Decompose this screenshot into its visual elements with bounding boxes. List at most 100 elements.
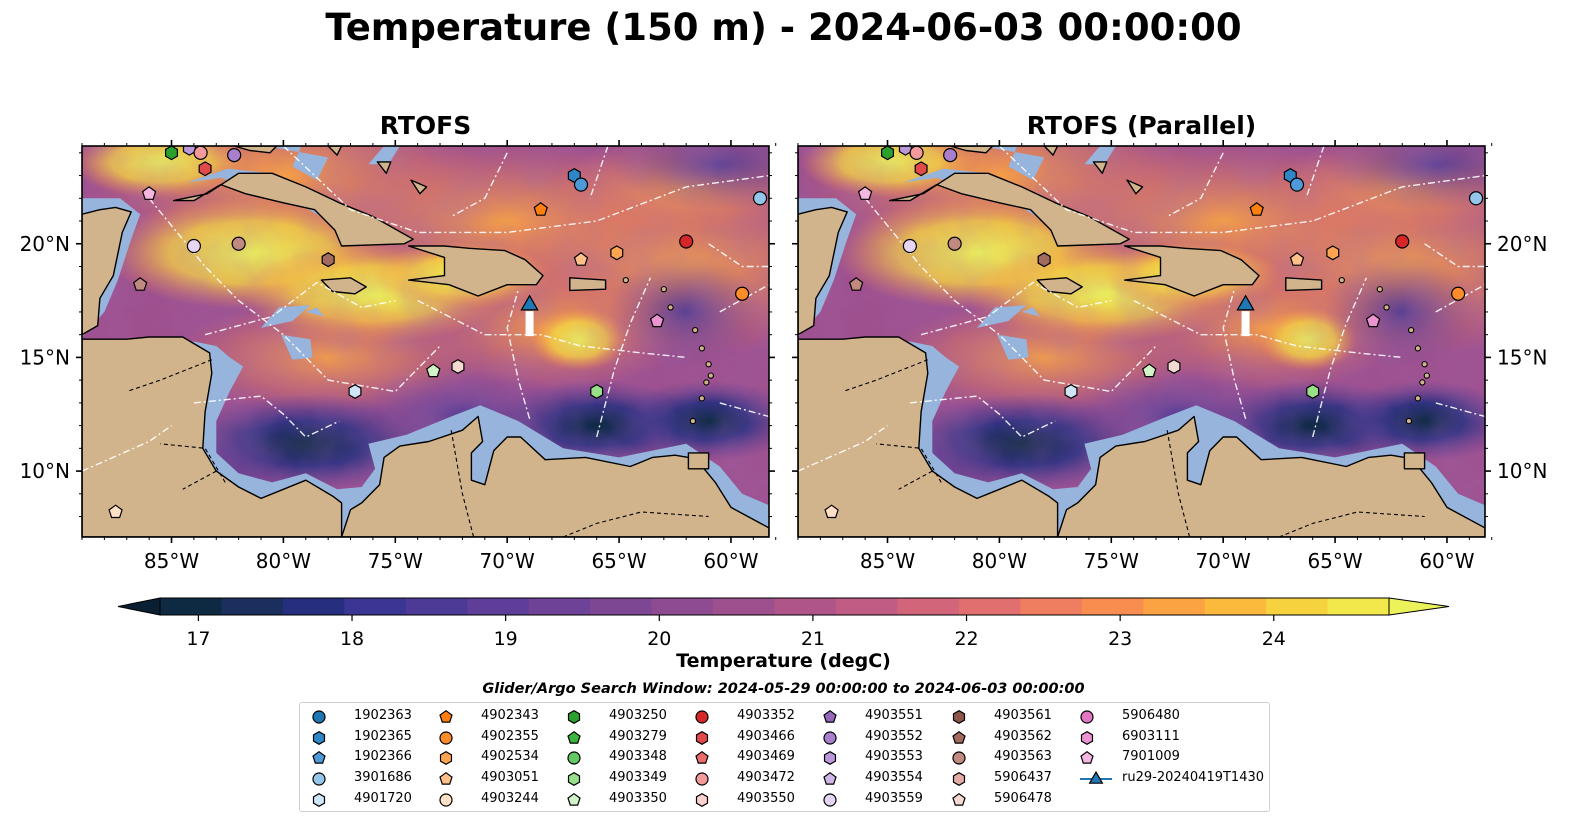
colorbar-tick-label: 19 [494,628,518,650]
float-marker-23 [824,504,839,519]
legend-label: 7901009 [1122,749,1180,765]
legend-marker [952,730,966,744]
colorbar-tick-label: 18 [340,628,364,650]
colorbar-swatch [1266,598,1329,615]
panel-title-rtofs-parallel: RTOFS (Parallel) [1026,111,1257,140]
legend-label: 4903562 [994,728,1052,744]
float-marker-21 [348,384,362,399]
legend-marker [567,710,581,724]
lon-label: 85°W [144,549,199,573]
legend-label: 4903551 [865,708,923,723]
legend-label: 1902363 [354,708,412,723]
legend-marker [823,751,837,766]
legend-label: 4903469 [737,749,795,765]
colorbar: 17 18 19 20 21 22 23 24 [117,597,1450,650]
lon-label: 80°W [972,549,1027,573]
legend-marker [823,793,837,807]
colorbar-swatch [405,598,468,615]
float-marker-6 [902,238,917,254]
legend-marker [439,709,453,723]
float-marker-6 [186,238,201,254]
panel-title-rtofs: RTOFS [379,111,472,140]
legend-label: 4902534 [481,749,539,765]
float-marker-16 [752,191,768,206]
legend-label: 4903051 [481,770,539,786]
lon-label: 60°W [703,549,758,573]
float-marker-3 [227,147,242,163]
float-marker-18 [1365,313,1381,328]
legend-label: 4903279 [609,728,667,744]
colorbar-tick-label: 22 [954,628,978,650]
colorbar-swatch [774,598,837,615]
float-marker-1 [898,146,912,156]
legend-marker [312,710,326,724]
legend-label: 4901720 [354,790,412,806]
legend-label: 5906480 [1122,708,1180,723]
legend-marker [952,751,966,765]
glider-track [1241,311,1250,337]
legend-label: 1902366 [354,749,412,765]
colorbar-swatch [651,598,714,615]
float-marker-2 [193,146,208,160]
legend-marker [312,792,326,807]
lon-label: 70°W [1196,549,1251,573]
colorbar-extend-low [117,597,161,616]
float-marker-3 [943,147,958,163]
colorbar-swatch [897,598,960,615]
figure-title: Temperature (150 m) - 2024-06-03 00:00:0… [325,6,1242,49]
colorbar-swatch [344,598,407,615]
legend-marker [312,751,326,765]
legend-label: 4903563 [994,749,1052,765]
colorbar-swatch [160,598,223,615]
legend-label: 5906478 [994,790,1052,806]
legend-label: 4903553 [865,749,923,765]
legend-marker [1088,770,1104,784]
float-marker-13 [573,252,589,266]
float-marker-7 [947,236,962,251]
lat-label: 20°N [20,232,70,256]
colorbar-tick-label: 17 [186,628,210,650]
float-marker-14 [610,245,624,261]
float-marker-13 [1289,252,1305,266]
float-marker-15 [1395,234,1410,249]
legend-marker [312,730,326,745]
lon-label: 65°W [1307,549,1362,573]
glider-marker [520,294,539,311]
float-marker-20 [1167,359,1181,374]
glider-track [525,311,534,337]
colorbar-tick-label: 21 [801,628,825,650]
lon-label: 75°W [1084,549,1139,573]
legend-marker [439,772,453,785]
lon-label: 65°W [591,549,646,573]
float-marker-9 [132,277,148,291]
float-marker-7 [231,236,246,251]
legend-marker [823,731,837,745]
legend: 1902363 1902365 1902366 3901686 4901720 49023… [299,702,1270,812]
float-marker-8 [1037,252,1051,268]
legend-marker [695,710,709,724]
colorbar-swatch [221,598,284,615]
float-marker-22 [1306,384,1320,399]
float-marker-0 [164,146,179,161]
colorbar-swatch [467,598,530,615]
legend-label: 3901686 [354,770,412,786]
colorbar-swatch [835,598,898,615]
colorbar-swatch [282,598,345,615]
colorbar-tick-label: 23 [1108,628,1132,650]
float-marker-15 [679,234,694,249]
legend-label: 4903244 [481,790,539,806]
legend-label: 4903348 [609,749,667,765]
float-marker-0 [880,146,895,161]
lon-label: 60°W [1419,549,1474,573]
colorbar-swatch [1020,598,1083,615]
lon-label: 80°W [256,549,311,573]
legend-label: 1902365 [354,728,412,744]
legend-marker [695,751,709,765]
legend-marker [695,772,709,786]
legend-marker [312,772,326,786]
legend-label: 4902343 [481,708,539,723]
colorbar-label: Temperature (degC) [676,650,891,672]
float-marker-22 [590,384,604,399]
float-marker-17 [735,286,750,301]
